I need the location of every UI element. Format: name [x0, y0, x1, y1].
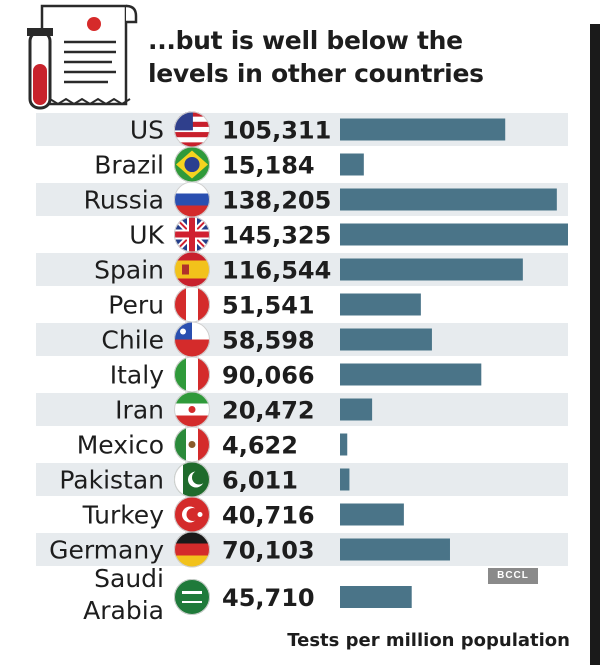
- category-label: Iran: [115, 396, 164, 425]
- chart-title-line-1: ...but is well below the: [148, 26, 463, 55]
- italy-flag-icon: [174, 356, 210, 393]
- category-label: Mexico: [77, 431, 164, 460]
- value-label: 138,205: [222, 187, 331, 215]
- category-label: Germany: [49, 536, 164, 565]
- bar: [340, 433, 348, 456]
- row-stripe: [36, 393, 568, 426]
- us-flag-icon: [174, 111, 210, 148]
- pakistan-flag-icon: [174, 461, 210, 498]
- bar: [340, 363, 482, 386]
- value-label: 45,710: [222, 584, 315, 612]
- russia-flag-icon: [174, 181, 210, 218]
- value-label: 40,716: [222, 502, 315, 530]
- value-label: 20,472: [222, 397, 315, 425]
- bar: [340, 538, 450, 561]
- category-label: US: [130, 116, 164, 145]
- category-label: Peru: [108, 291, 164, 320]
- x-axis-label: Tests per million population: [287, 630, 570, 651]
- row-stripe: [36, 463, 568, 496]
- value-label: 58,598: [222, 327, 315, 355]
- value-label: 116,544: [222, 257, 331, 285]
- category-label: Saudi: [94, 564, 164, 593]
- value-label: 70,103: [222, 537, 315, 565]
- row-stripe: [36, 533, 568, 566]
- category-label: Turkey: [82, 501, 165, 530]
- mexico-flag-icon: [174, 426, 210, 463]
- bar: [340, 293, 421, 316]
- category-label: Chile: [101, 326, 164, 355]
- category-label: Spain: [94, 256, 164, 285]
- category-label: Pakistan: [59, 466, 164, 495]
- right-border-rule: [590, 24, 600, 665]
- turkey-flag-icon: [174, 496, 210, 533]
- bar: [340, 153, 364, 176]
- brazil-flag-icon: [174, 146, 210, 183]
- category-label: UK: [129, 221, 164, 250]
- test-report-icon: [27, 4, 138, 110]
- uk-flag-icon: [174, 216, 210, 253]
- spain-flag-icon: [174, 251, 210, 288]
- value-label: 145,325: [222, 222, 331, 250]
- category-label: Italy: [110, 361, 164, 390]
- value-label: 90,066: [222, 362, 315, 390]
- bar: [340, 503, 404, 526]
- value-label: 15,184: [222, 152, 315, 180]
- bar: [340, 586, 412, 608]
- category-label: Arabia: [83, 596, 164, 625]
- chart-title-line-2: levels in other countries: [148, 59, 484, 88]
- chile-flag-icon: [174, 321, 210, 358]
- bar: [340, 258, 523, 281]
- category-label: Brazil: [94, 151, 164, 180]
- value-label: 51,541: [222, 292, 315, 320]
- bar: [340, 328, 432, 351]
- watermark-badge: BCCL: [488, 568, 538, 584]
- bar: [340, 188, 557, 211]
- value-label: 6,011: [222, 467, 298, 495]
- peru-flag-icon: [174, 286, 210, 323]
- bar: [340, 223, 568, 246]
- value-label: 4,622: [222, 432, 298, 460]
- bar: [340, 118, 506, 141]
- bar: [340, 468, 350, 491]
- chart-title: ...but is well below the levels in other…: [148, 24, 578, 90]
- row-stripe: [36, 323, 568, 356]
- saudi-arabia-flag-icon: [174, 579, 210, 615]
- iran-flag-icon: [174, 391, 210, 428]
- bar: [340, 398, 373, 421]
- category-label: Russia: [84, 186, 164, 215]
- value-label: 105,311: [222, 117, 331, 145]
- germany-flag-icon: [174, 531, 210, 568]
